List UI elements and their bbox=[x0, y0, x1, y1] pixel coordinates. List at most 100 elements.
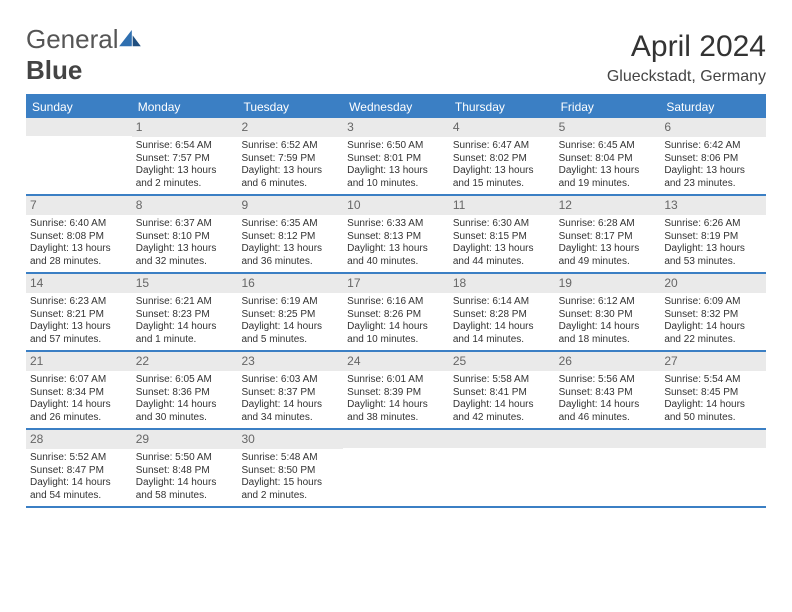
day-number: 6 bbox=[660, 118, 766, 137]
daylight-text: Daylight: 14 hours and 46 minutes. bbox=[559, 399, 657, 424]
sunset-text: Sunset: 8:10 PM bbox=[136, 231, 234, 244]
location-subtitle: Glueckstadt, Germany bbox=[607, 68, 766, 86]
day-header-monday: Monday bbox=[132, 96, 238, 118]
sunset-text: Sunset: 8:50 PM bbox=[241, 465, 339, 478]
sunrise-text: Sunrise: 6:28 AM bbox=[559, 218, 657, 231]
daylight-text: Daylight: 14 hours and 18 minutes. bbox=[559, 321, 657, 346]
sunrise-text: Sunrise: 6:19 AM bbox=[241, 296, 339, 309]
day-number bbox=[555, 430, 661, 448]
daylight-text: Daylight: 14 hours and 14 minutes. bbox=[453, 321, 551, 346]
week-row: 7Sunrise: 6:40 AMSunset: 8:08 PMDaylight… bbox=[26, 196, 766, 274]
day-number: 1 bbox=[132, 118, 238, 137]
day-number: 12 bbox=[555, 196, 661, 215]
calendar-cell: 22 Sunrise: 6:05 AMSunset: 8:36 PMDayligh… bbox=[132, 352, 238, 428]
daylight-text: Daylight: 14 hours and 30 minutes. bbox=[136, 399, 234, 424]
sunset-text: Sunset: 8:28 PM bbox=[453, 309, 551, 322]
day-number: 13 bbox=[660, 196, 766, 215]
sunrise-text: Sunrise: 6:26 AM bbox=[664, 218, 762, 231]
week-row: 21Sunrise: 6:07 AMSunset: 8:34 PMDayligh… bbox=[26, 352, 766, 430]
daylight-text: Daylight: 14 hours and 26 minutes. bbox=[30, 399, 128, 424]
day-number: 2 bbox=[237, 118, 343, 137]
sunset-text: Sunset: 8:25 PM bbox=[241, 309, 339, 322]
day-header-saturday: Saturday bbox=[660, 96, 766, 118]
daylight-text: Daylight: 13 hours and 23 minutes. bbox=[664, 165, 762, 190]
daylight-text: Daylight: 13 hours and 10 minutes. bbox=[347, 165, 445, 190]
daylight-text: Daylight: 13 hours and 40 minutes. bbox=[347, 243, 445, 268]
sunrise-text: Sunrise: 6:30 AM bbox=[453, 218, 551, 231]
calendar-cell: 27Sunrise: 5:54 AMSunset: 8:45 PMDayligh… bbox=[660, 352, 766, 428]
day-header-wednesday: Wednesday bbox=[343, 96, 449, 118]
week-row: 1Sunrise: 6:54 AMSunset: 7:57 PMDaylight… bbox=[26, 118, 766, 196]
day-number: 25 bbox=[449, 352, 555, 371]
sunrise-text: Sunrise: 6:14 AM bbox=[453, 296, 551, 309]
calendar-cell: 29Sunrise: 5:50 AMSunset: 8:48 PMDayligh… bbox=[132, 430, 238, 506]
brand-name: General Blue bbox=[26, 24, 141, 86]
daylight-text: Daylight: 14 hours and 38 minutes. bbox=[347, 399, 445, 424]
day-header-friday: Friday bbox=[555, 96, 661, 118]
sunset-text: Sunset: 8:08 PM bbox=[30, 231, 128, 244]
daylight-text: Daylight: 13 hours and 15 minutes. bbox=[453, 165, 551, 190]
day-number: 7 bbox=[26, 196, 132, 215]
sail-icon bbox=[119, 30, 141, 48]
calendar-cell: 3Sunrise: 6:50 AMSunset: 8:01 PMDaylight… bbox=[343, 118, 449, 194]
daylight-text: Daylight: 13 hours and 53 minutes. bbox=[664, 243, 762, 268]
sunset-text: Sunset: 8:47 PM bbox=[30, 465, 128, 478]
day-number: 30 bbox=[237, 430, 343, 449]
daylight-text: Daylight: 13 hours and 19 minutes. bbox=[559, 165, 657, 190]
sunrise-text: Sunrise: 5:48 AM bbox=[241, 452, 339, 465]
calendar-cell: 8Sunrise: 6:37 AMSunset: 8:10 PMDaylight… bbox=[132, 196, 238, 272]
day-number: 18 bbox=[449, 274, 555, 293]
sunset-text: Sunset: 8:36 PM bbox=[136, 387, 234, 400]
day-number: 19 bbox=[555, 274, 661, 293]
sunrise-text: Sunrise: 6:05 AM bbox=[136, 374, 234, 387]
calendar-cell: 18 Sunrise: 6:14 AMSunset: 8:28 PMDayligh… bbox=[449, 274, 555, 350]
calendar-cell: 12Sunrise: 6:28 AMSunset: 8:17 PMDayligh… bbox=[555, 196, 661, 272]
day-number: 24 bbox=[343, 352, 449, 371]
sunset-text: Sunset: 8:43 PM bbox=[559, 387, 657, 400]
sunset-text: Sunset: 8:15 PM bbox=[453, 231, 551, 244]
daylight-text: Daylight: 14 hours and 22 minutes. bbox=[664, 321, 762, 346]
day-number bbox=[660, 430, 766, 448]
day-number: 16 bbox=[237, 274, 343, 293]
sunrise-text: Sunrise: 5:56 AM bbox=[559, 374, 657, 387]
day-number: 4 bbox=[449, 118, 555, 137]
week-row: 28Sunrise: 5:52 AMSunset: 8:47 PMDayligh… bbox=[26, 430, 766, 508]
calendar-cell: 11Sunrise: 6:30 AMSunset: 8:15 PMDayligh… bbox=[449, 196, 555, 272]
sunset-text: Sunset: 8:26 PM bbox=[347, 309, 445, 322]
calendar-cell: 9Sunrise: 6:35 AMSunset: 8:12 PMDaylight… bbox=[237, 196, 343, 272]
page-title: April 2024 bbox=[607, 30, 766, 64]
sunrise-text: Sunrise: 6:01 AM bbox=[347, 374, 445, 387]
daylight-text: Daylight: 15 hours and 2 minutes. bbox=[241, 477, 339, 502]
sunset-text: Sunset: 8:34 PM bbox=[30, 387, 128, 400]
sunset-text: Sunset: 8:32 PM bbox=[664, 309, 762, 322]
sunrise-text: Sunrise: 6:35 AM bbox=[241, 218, 339, 231]
brand-name-part1: General bbox=[26, 24, 119, 54]
calendar-cell: 17Sunrise: 6:16 AMSunset: 8:26 PMDayligh… bbox=[343, 274, 449, 350]
calendar-cell: 15Sunrise: 6:21 AMSunset: 8:23 PMDayligh… bbox=[132, 274, 238, 350]
day-number: 23 bbox=[237, 352, 343, 371]
sunset-text: Sunset: 8:13 PM bbox=[347, 231, 445, 244]
day-number bbox=[26, 118, 132, 136]
day-number: 22 bbox=[132, 352, 238, 371]
calendar-cell bbox=[449, 430, 555, 506]
weeks-container: 1Sunrise: 6:54 AMSunset: 7:57 PMDaylight… bbox=[26, 118, 766, 508]
sunrise-text: Sunrise: 6:50 AM bbox=[347, 140, 445, 153]
daylight-text: Daylight: 13 hours and 32 minutes. bbox=[136, 243, 234, 268]
calendar-cell bbox=[555, 430, 661, 506]
sunrise-text: Sunrise: 6:23 AM bbox=[30, 296, 128, 309]
sunset-text: Sunset: 8:01 PM bbox=[347, 153, 445, 166]
daylight-text: Daylight: 13 hours and 6 minutes. bbox=[241, 165, 339, 190]
daylight-text: Daylight: 14 hours and 54 minutes. bbox=[30, 477, 128, 502]
sunset-text: Sunset: 8:12 PM bbox=[241, 231, 339, 244]
daylight-text: Daylight: 13 hours and 57 minutes. bbox=[30, 321, 128, 346]
daylight-text: Daylight: 14 hours and 42 minutes. bbox=[453, 399, 551, 424]
week-row: 14Sunrise: 6:23 AMSunset: 8:21 PMDayligh… bbox=[26, 274, 766, 352]
day-number: 9 bbox=[237, 196, 343, 215]
sunset-text: Sunset: 8:37 PM bbox=[241, 387, 339, 400]
daylight-text: Daylight: 14 hours and 50 minutes. bbox=[664, 399, 762, 424]
brand-logo: General Blue bbox=[26, 24, 141, 86]
day-number: 11 bbox=[449, 196, 555, 215]
day-number bbox=[449, 430, 555, 448]
calendar-cell: 23Sunrise: 6:03 AMSunset: 8:37 PMDayligh… bbox=[237, 352, 343, 428]
daylight-text: Daylight: 14 hours and 34 minutes. bbox=[241, 399, 339, 424]
